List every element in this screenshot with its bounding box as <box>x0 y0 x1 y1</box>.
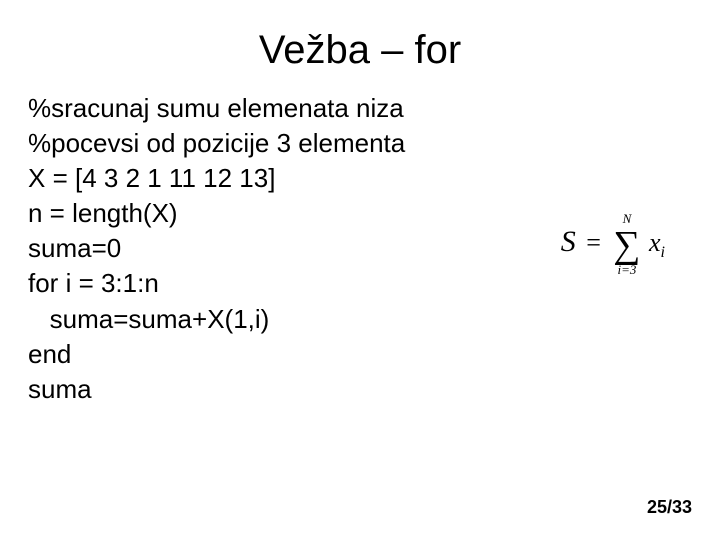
sigma-symbol: ∑ <box>613 224 640 266</box>
code-line: %sracunaj sumu elemenata niza <box>28 91 720 126</box>
code-line: end <box>28 337 720 372</box>
sum-upper: N <box>613 212 640 225</box>
code-line: %pocevsi od pozicije 3 elementa <box>28 126 720 161</box>
code-line: suma <box>28 372 720 407</box>
formula-term: xi <box>649 228 665 257</box>
slide-title: Vežba – for <box>0 0 720 91</box>
sum-lower: i=3 <box>613 263 640 276</box>
code-line: suma=suma+X(1,i) <box>28 302 720 337</box>
code-line: X = [4 3 2 1 11 12 13] <box>28 161 720 196</box>
math-formula: S = N ∑ i=3 xi <box>561 225 665 264</box>
page-number: 25/33 <box>647 497 692 518</box>
formula-lhs: S <box>561 225 576 258</box>
sigma-icon: N ∑ i=3 <box>613 226 640 264</box>
formula-equals: = <box>582 228 605 257</box>
